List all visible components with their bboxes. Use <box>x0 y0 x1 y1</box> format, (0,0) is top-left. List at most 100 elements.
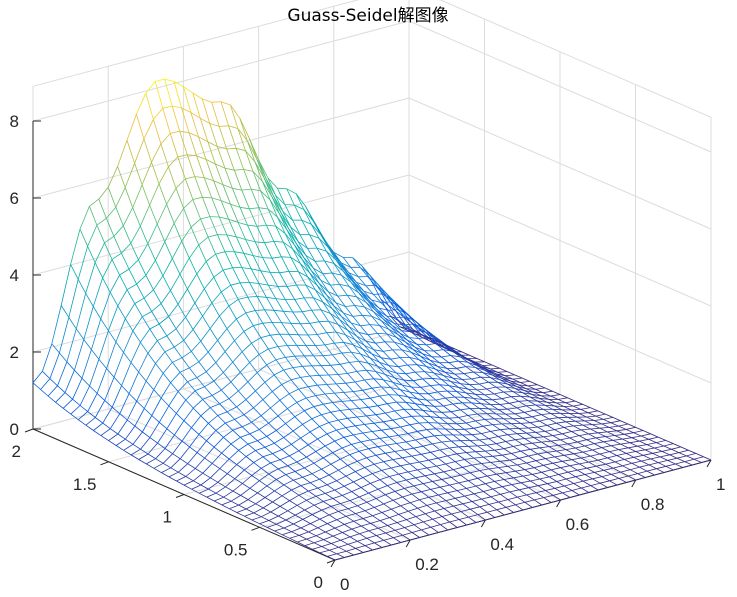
mesh-segment <box>98 198 107 219</box>
mesh-segment <box>445 371 455 375</box>
mesh-segment <box>567 416 576 422</box>
mesh-segment <box>224 351 234 363</box>
mesh-segment <box>618 449 627 454</box>
mesh-segment <box>367 276 378 284</box>
mesh-segment <box>200 216 210 220</box>
mesh-segment <box>354 339 365 346</box>
mesh-segment <box>656 442 664 447</box>
mesh-segment <box>474 361 483 366</box>
mesh-segment <box>324 260 335 264</box>
mesh-segment <box>366 535 377 539</box>
mesh-segment <box>330 506 339 512</box>
mesh-segment <box>562 433 570 439</box>
mesh-segment <box>293 523 302 529</box>
mesh-segment <box>400 505 409 512</box>
mesh-segment <box>172 453 181 460</box>
mesh-segment <box>654 447 663 452</box>
mesh-segment <box>520 450 529 457</box>
mesh-segment <box>633 432 642 437</box>
mesh-segment <box>328 320 337 333</box>
mesh-segment <box>477 444 487 447</box>
mesh-segment <box>490 367 500 370</box>
mesh-segment <box>70 228 81 265</box>
mesh-segment <box>331 272 340 285</box>
mesh-segment <box>317 527 326 533</box>
mesh-segment <box>221 500 232 506</box>
mesh-segment <box>528 400 538 402</box>
mesh-segment <box>383 459 393 463</box>
mesh-segment <box>85 417 96 426</box>
mesh-segment <box>526 494 535 501</box>
mesh-segment <box>622 462 633 467</box>
mesh-segment <box>502 484 512 488</box>
mesh-segment <box>170 273 181 291</box>
mesh-segment <box>256 226 265 243</box>
mesh-segment <box>353 432 363 436</box>
mesh-segment <box>372 547 383 551</box>
mesh-segment <box>371 353 380 363</box>
mesh-segment <box>346 548 356 552</box>
mesh-segment <box>554 427 565 430</box>
mesh-segment <box>657 436 666 441</box>
mesh-segment <box>304 509 313 515</box>
mesh-segment <box>249 282 259 284</box>
mesh-segment <box>185 390 196 401</box>
mesh-segment <box>385 452 394 460</box>
mesh-segment <box>280 213 290 230</box>
mesh-segment <box>392 459 401 467</box>
mesh-segment <box>356 296 365 308</box>
mesh-segment <box>207 141 216 165</box>
mesh-segment <box>375 412 386 416</box>
mesh-segment <box>509 457 520 461</box>
mesh-segment <box>397 320 406 326</box>
mesh-segment <box>234 419 243 428</box>
mesh-segment <box>298 535 307 540</box>
mesh-segment <box>528 485 539 489</box>
mesh-segment <box>489 501 499 505</box>
mesh-segment <box>420 415 429 423</box>
mesh-segment <box>379 361 388 371</box>
mesh-segment <box>458 482 467 489</box>
mesh-segment <box>437 391 446 399</box>
mesh-segment <box>247 296 256 311</box>
mesh-segment <box>377 366 386 375</box>
mesh-segment <box>500 459 510 462</box>
mesh-segment <box>456 488 467 491</box>
mesh-segment <box>286 345 296 357</box>
mesh-segment <box>490 377 500 380</box>
mesh-segment <box>252 171 261 191</box>
mesh-segment <box>458 415 469 418</box>
mesh-segment <box>426 399 435 407</box>
mesh-segment <box>94 262 103 279</box>
mesh-segment <box>456 367 465 375</box>
mesh-segment <box>406 329 415 335</box>
mesh-segment <box>287 504 298 512</box>
mesh-segment <box>328 422 337 431</box>
mesh-segment <box>482 399 491 405</box>
mesh-segment <box>490 496 499 503</box>
mesh-segment <box>143 138 152 163</box>
mesh-segment <box>348 326 359 333</box>
mesh-segment <box>347 418 356 427</box>
mesh-segment <box>518 400 529 402</box>
mesh-segment <box>344 554 354 558</box>
mesh-segment <box>567 397 576 402</box>
mesh-segment <box>506 371 515 376</box>
mesh-segment <box>196 452 205 459</box>
mesh-segment <box>343 312 352 324</box>
mesh-segment <box>626 453 634 458</box>
mesh-segment <box>329 284 339 297</box>
mesh-segment <box>381 544 392 548</box>
mesh-segment <box>360 353 369 364</box>
mesh-segment <box>390 467 399 475</box>
mesh-segment <box>616 482 627 486</box>
mesh-segment <box>251 519 260 525</box>
mesh-segment <box>554 454 565 458</box>
mesh-segment <box>497 381 508 385</box>
mesh-segment <box>390 326 399 335</box>
mesh-segment <box>410 537 420 541</box>
mesh-segment <box>253 512 262 518</box>
mesh-segment <box>375 494 386 499</box>
mesh-segment <box>394 449 405 452</box>
mesh-segment <box>603 417 613 420</box>
